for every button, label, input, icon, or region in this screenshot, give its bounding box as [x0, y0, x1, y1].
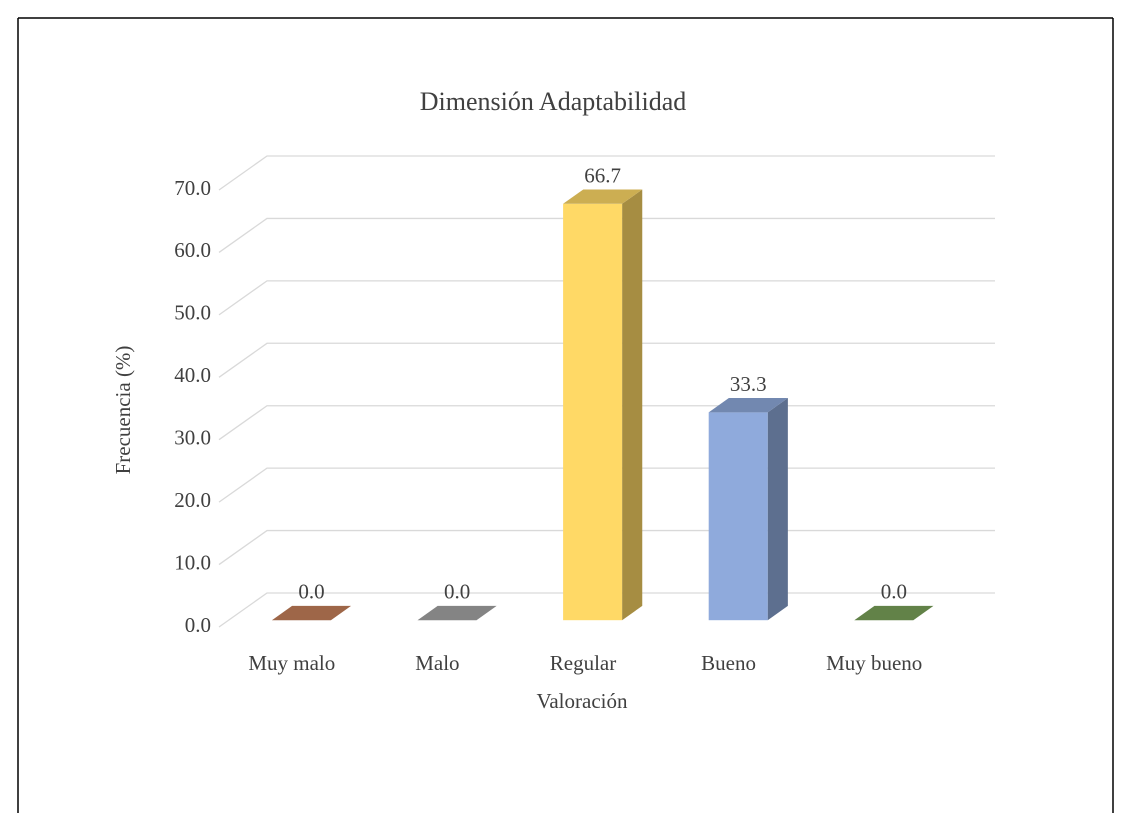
bar-side — [767, 398, 788, 621]
bar — [708, 412, 768, 621]
data-label: 0.0 — [298, 580, 324, 604]
y-tick-label: 50.0 — [174, 301, 211, 325]
x-tick-label: Regular — [550, 651, 616, 675]
data-label: 0.0 — [444, 580, 470, 604]
y-tick-label: 70.0 — [174, 176, 211, 200]
chart-title: Dimensión Adaptabilidad — [420, 87, 686, 116]
data-label: 0.0 — [881, 580, 907, 604]
grid-line — [218, 155, 995, 191]
x-tick-label: Bueno — [701, 651, 756, 675]
bar-top — [854, 605, 934, 621]
y-tick-label: 30.0 — [174, 426, 211, 450]
bar-top — [417, 605, 497, 621]
x-axis-title: Valoración — [537, 689, 628, 713]
x-tick-label: Muy malo — [248, 651, 335, 675]
bar — [563, 203, 623, 621]
y-axis-title: Frecuencia (%) — [111, 346, 135, 475]
bar-top — [563, 189, 643, 204]
data-label: 66.7 — [584, 163, 621, 187]
y-tick-label: 40.0 — [174, 363, 211, 387]
grid-line — [218, 342, 995, 378]
y-tick-label: 0.0 — [185, 613, 211, 637]
data-label: 33.3 — [730, 372, 767, 396]
bar-top — [708, 398, 788, 413]
bar-side — [622, 189, 643, 621]
y-tick-label: 60.0 — [174, 238, 211, 262]
grid-line — [218, 217, 995, 253]
bar-top — [271, 605, 352, 621]
grid-line — [218, 280, 995, 316]
y-tick-label: 20.0 — [174, 488, 211, 512]
x-tick-label: Muy bueno — [826, 651, 922, 675]
x-tick-label: Malo — [415, 651, 459, 675]
y-tick-label: 10.0 — [174, 550, 211, 574]
